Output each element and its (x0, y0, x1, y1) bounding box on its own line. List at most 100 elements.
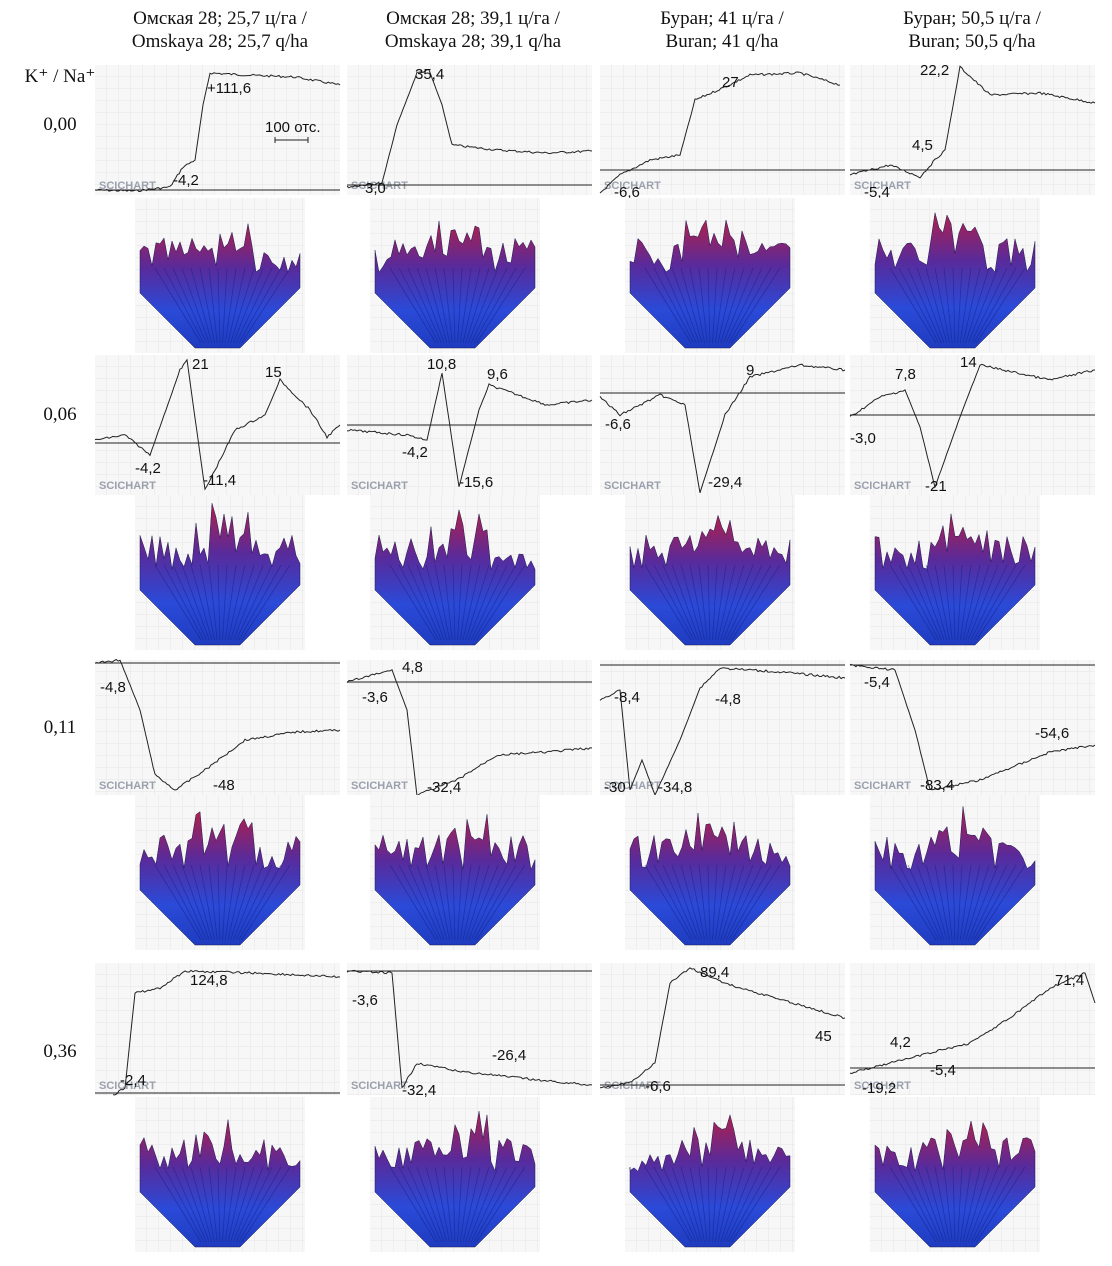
surface-ridge (227, 267, 246, 344)
surface-ridge (443, 864, 453, 941)
surface-ridge (407, 864, 442, 941)
surface-ridge (233, 1166, 264, 1243)
surface-ridge (222, 864, 228, 941)
surface-ridge (434, 267, 450, 344)
annotation: -21 (925, 478, 947, 495)
surface-ridge (725, 267, 763, 344)
surface-ridge (698, 864, 708, 941)
scale-bar (274, 137, 309, 143)
surface-plot (625, 198, 795, 353)
watermark: SCICHART (351, 780, 408, 792)
surface-ridge (962, 1166, 981, 1243)
surface-ridge (731, 864, 781, 941)
surface-ridge (389, 267, 437, 344)
surface-ridge (723, 564, 754, 641)
surface (374, 220, 536, 349)
surface (874, 513, 1036, 646)
surface-ridge (190, 564, 213, 641)
surface-ridge (398, 564, 440, 641)
surface-ridge (898, 864, 940, 941)
surface (139, 1119, 301, 1248)
surface-ridge (943, 1166, 953, 1243)
surface-ridge (190, 267, 213, 344)
annotation: -5,4 (864, 674, 890, 691)
surface-ridge (714, 1166, 727, 1243)
surface-ridge (233, 864, 264, 941)
surface-ridge (476, 864, 526, 941)
surface-ridge (898, 267, 940, 344)
surface-ridge (172, 1166, 207, 1243)
surface-ridge (698, 1166, 708, 1243)
surface-ridge (241, 864, 291, 941)
surface-ridge (962, 864, 981, 941)
annotation: -48 (213, 777, 235, 794)
surface-ridge (181, 864, 210, 941)
row-label: 0,06 (43, 404, 76, 425)
surface-ridge (459, 1166, 472, 1243)
surface-ridge (199, 267, 215, 344)
surface-ridge (434, 1166, 450, 1243)
surface-ridge (957, 864, 963, 941)
surface-ridge (181, 564, 210, 641)
surface-ridge (457, 267, 463, 344)
signal-trace (849, 363, 1096, 489)
surface-ridge (728, 267, 772, 344)
surface-ridge (965, 864, 990, 941)
surface-ridge (181, 267, 210, 344)
surface-plot (370, 1097, 540, 1252)
signal-panel: SCICHART 22,2 4,5 -5,4 (849, 62, 1096, 201)
annotation: -6,6 (614, 184, 640, 201)
surface-ridge (731, 564, 781, 641)
surface-ridge (957, 267, 963, 344)
surface-ridge (457, 1166, 463, 1243)
annotation: 45 (815, 1028, 832, 1045)
surface-ridge (235, 267, 273, 344)
signal-panel: SCICHART 35,4 3,0 (346, 65, 593, 197)
surface-ridge (916, 564, 945, 641)
surface-ridge (389, 1166, 437, 1243)
annotation: 7,8 (895, 366, 916, 383)
annotation: 22,2 (920, 62, 949, 79)
surface (629, 219, 791, 349)
watermark: SCICHART (604, 180, 661, 192)
annotation: -29,4 (708, 474, 742, 491)
column-header: Омская 28; 25,7 ц/га / (133, 8, 307, 29)
surface-ridge (934, 267, 950, 344)
surface-ridge (717, 864, 736, 941)
surface-ridge (199, 864, 215, 941)
surface-ridge (465, 864, 490, 941)
surface-ridge (889, 564, 937, 641)
surface-ridge (468, 864, 499, 941)
surface-ridge (416, 267, 445, 344)
annotation: -83,4 (920, 777, 954, 794)
surface-ridge (468, 1166, 499, 1243)
surface-ridge (457, 564, 463, 641)
panel-background (600, 355, 845, 495)
surface-ridge (707, 267, 711, 344)
surface-ridge (943, 564, 953, 641)
surface-ridge (452, 864, 456, 941)
surface-ridge (462, 1166, 481, 1243)
surface-ridge (720, 267, 745, 344)
signal-panel: SCICHART +111,6 -4,2 100 отс. (94, 65, 341, 195)
surface-ridge (973, 564, 1017, 641)
surface-ridge (230, 864, 255, 941)
surface-ridge (233, 267, 264, 344)
surface-ridge (725, 864, 763, 941)
surface-ridge (470, 1166, 508, 1243)
surface-ridge (728, 1166, 772, 1243)
surface-ridge (698, 267, 708, 344)
surface-ridge (689, 1166, 705, 1243)
surface-ridge (208, 267, 218, 344)
signal-trace (94, 658, 341, 791)
signal-trace (346, 969, 593, 1089)
signal-trace (599, 967, 846, 1089)
annotation: -6,6 (645, 1078, 671, 1095)
surface-ridge (208, 864, 218, 941)
surface-ridge (644, 864, 692, 941)
surface-ridge (707, 1166, 711, 1243)
surface-ridge (712, 564, 718, 641)
annotation: 21 (192, 356, 209, 373)
annotation: -8,4 (614, 689, 640, 706)
annotation: 9,6 (487, 366, 508, 383)
